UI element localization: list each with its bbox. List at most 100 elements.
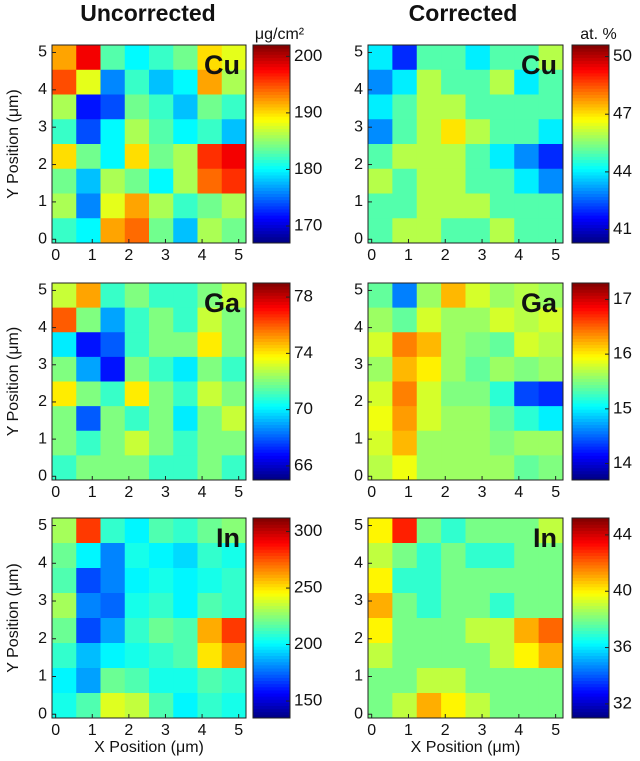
heatmap-cell bbox=[149, 430, 174, 456]
heatmap-cell bbox=[100, 455, 126, 481]
heatmap-cell bbox=[416, 193, 442, 219]
heatmap-cell bbox=[441, 193, 466, 219]
heatmap-cell bbox=[197, 69, 223, 95]
colorbar-segment bbox=[253, 215, 290, 219]
colorbar-segment bbox=[253, 335, 290, 339]
x-axis-label: X Position (μm) bbox=[94, 739, 204, 756]
heatmap-cell bbox=[489, 430, 515, 456]
colorbar-segment bbox=[572, 539, 609, 544]
colorbar-segment bbox=[572, 602, 609, 606]
heatmap-cell bbox=[173, 283, 198, 309]
heatmap-cell bbox=[197, 668, 223, 694]
colorbar-segment bbox=[572, 156, 609, 160]
colorbar-segment bbox=[572, 714, 609, 719]
heatmap-cell bbox=[100, 144, 126, 170]
colorbar-segment bbox=[253, 313, 290, 318]
colorbar-segment bbox=[572, 568, 609, 572]
colorbar-segment bbox=[572, 60, 609, 65]
x-tick-label: 4 bbox=[198, 484, 207, 501]
heatmap-cell bbox=[76, 406, 101, 432]
colorbar-segment bbox=[253, 341, 290, 346]
y-axis-label: Y Position (μm) bbox=[5, 89, 22, 198]
colorbar-segment bbox=[253, 48, 290, 52]
heatmap-cell bbox=[149, 332, 174, 358]
x-tick-label: 3 bbox=[478, 722, 487, 739]
colorbar-segment bbox=[253, 156, 290, 160]
colorbar-segment bbox=[253, 605, 290, 610]
colorbar-tick-label: 200 bbox=[294, 634, 322, 653]
colorbar-segment bbox=[253, 289, 290, 293]
y-tick-label: 0 bbox=[38, 468, 47, 485]
heatmap-cell bbox=[221, 119, 247, 145]
colorbar-segment bbox=[572, 608, 609, 613]
colorbar-segment bbox=[572, 165, 609, 170]
heatmap-cell bbox=[173, 618, 198, 644]
heatmap-cell bbox=[416, 543, 442, 569]
colorbar-segment bbox=[253, 205, 290, 210]
y-tick-label: 1 bbox=[354, 668, 363, 685]
colorbar-segment bbox=[253, 94, 290, 99]
colorbar-segment bbox=[572, 187, 609, 191]
colorbar-segment bbox=[253, 536, 290, 541]
x-tick-label: 0 bbox=[51, 484, 60, 501]
colorbar-segment bbox=[572, 221, 609, 225]
plot-frame bbox=[51, 282, 247, 481]
heatmap-cell bbox=[76, 119, 101, 145]
colorbar-segment bbox=[572, 316, 609, 321]
heatmap-cell bbox=[368, 430, 393, 456]
heatmap-cell bbox=[392, 543, 418, 569]
colorbar-segment bbox=[253, 618, 290, 622]
colorbar-segment bbox=[253, 446, 290, 450]
y-tick-label: 4 bbox=[354, 319, 363, 336]
colorbar-segment bbox=[572, 307, 609, 312]
colorbar-segment bbox=[572, 711, 609, 716]
colorbar-segment bbox=[253, 399, 290, 404]
colorbar-segment bbox=[253, 153, 290, 157]
colorbar-segment bbox=[572, 618, 609, 622]
y-tick-label: 5 bbox=[38, 517, 47, 534]
colorbar-segment bbox=[253, 674, 290, 678]
heatmap-cell bbox=[392, 193, 418, 219]
heatmap-cell bbox=[221, 356, 247, 382]
heatmap-cell bbox=[538, 381, 564, 407]
colorbar-segment bbox=[253, 60, 290, 65]
colorbar-segment bbox=[253, 664, 290, 669]
x-tick-label: 3 bbox=[478, 247, 487, 264]
colorbar-segment bbox=[253, 381, 290, 386]
colorbar-segment bbox=[572, 147, 609, 151]
x-tick-label: 4 bbox=[198, 722, 207, 739]
x-tick-label: 2 bbox=[441, 722, 450, 739]
y-axis-label: Y Position (μm) bbox=[5, 327, 22, 436]
colorbar-segment bbox=[253, 319, 290, 324]
colorbar-segment bbox=[253, 680, 290, 685]
colorbar-segment bbox=[572, 624, 609, 628]
colorbar-segment bbox=[253, 63, 290, 68]
y-tick-label: 5 bbox=[354, 517, 363, 534]
colorbar-segment bbox=[253, 677, 290, 681]
heatmap-cell bbox=[76, 45, 101, 71]
heatmap-cell bbox=[149, 45, 174, 71]
colorbar-segment bbox=[572, 332, 609, 336]
heatmap-cell bbox=[514, 593, 540, 619]
colorbar-segment bbox=[253, 449, 290, 453]
colorbar-segment bbox=[572, 702, 609, 706]
colorbar-segment bbox=[572, 230, 609, 235]
heatmap-cell bbox=[197, 356, 223, 382]
colorbar-segment bbox=[253, 193, 290, 198]
x-tick-label: 0 bbox=[367, 484, 376, 501]
heatmap-cell bbox=[441, 69, 466, 95]
heatmap-cell bbox=[514, 668, 540, 694]
heatmap-cell bbox=[221, 543, 247, 569]
heatmap-cell bbox=[149, 119, 174, 145]
x-tick-label: 1 bbox=[88, 247, 97, 264]
heatmap-cell bbox=[368, 518, 393, 544]
heatmap-cell bbox=[100, 69, 126, 95]
colorbar-segment bbox=[572, 193, 609, 198]
heatmap-cell bbox=[538, 593, 564, 619]
colorbar-segment bbox=[572, 390, 609, 395]
heatmap-cell bbox=[124, 593, 150, 619]
heatmap-cell bbox=[197, 45, 223, 71]
heatmap-cell bbox=[489, 693, 515, 719]
heatmap-cell bbox=[149, 406, 174, 432]
plot-frame bbox=[367, 517, 564, 719]
